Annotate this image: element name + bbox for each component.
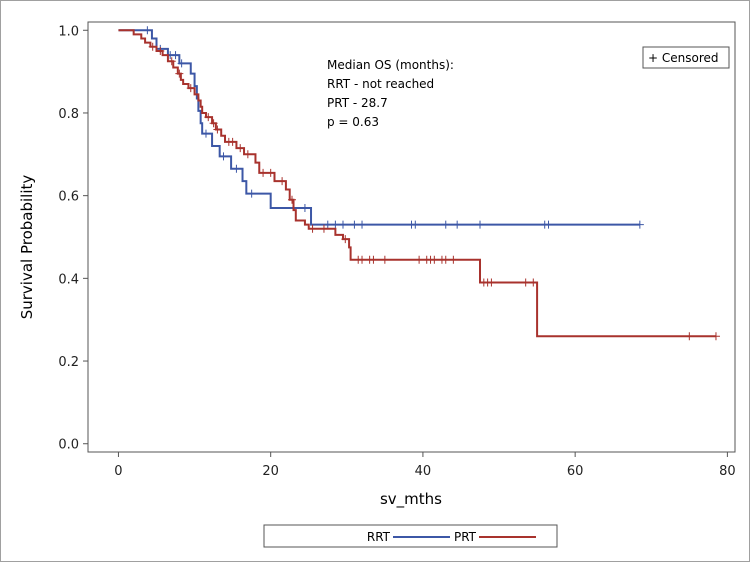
censor-mark-prt: [175, 69, 184, 78]
censor-mark-rrt: [232, 164, 241, 173]
annotation-line-2: RRT - not reached: [327, 77, 434, 91]
censor-mark-prt: [243, 150, 252, 159]
x-tick-label: 40: [415, 464, 432, 479]
x-tick-label: 20: [262, 464, 279, 479]
censor-mark-rrt: [177, 59, 186, 68]
y-tick-label: 0.2: [58, 355, 79, 370]
annotation-line-1: Median OS (months):: [327, 58, 454, 72]
censor-mark-rrt: [476, 220, 485, 229]
censor-mark-rrt: [143, 26, 152, 35]
axes-layer: 0 20 40 60 80 0.0 0.2 0.4 0.6 0.8 1.0: [58, 24, 735, 479]
censor-mark-rrt: [300, 204, 309, 213]
censor-mark-rrt: [338, 220, 347, 229]
censor-mark-rrt: [441, 220, 450, 229]
legend-label-prt: PRT: [454, 530, 477, 544]
censor-mark-prt: [167, 57, 176, 66]
censor-mark-prt: [186, 84, 195, 93]
annotation-line-4: p = 0.63: [327, 115, 379, 129]
censor-mark-rrt: [350, 220, 359, 229]
censor-mark-prt: [449, 255, 458, 264]
y-axis-title: Survival Probability: [18, 175, 36, 320]
series-layer: [118, 26, 720, 341]
censor-mark-rrt: [219, 152, 228, 161]
censor-mark-rrt: [201, 129, 210, 138]
censor-mark-prt: [266, 168, 275, 177]
annotation-line-3: PRT - 28.7: [327, 96, 388, 110]
censor-mark-prt: [487, 278, 496, 287]
y-tick-label: 1.0: [58, 24, 79, 39]
y-tick-label: 0.4: [58, 272, 79, 287]
censor-mark-rrt: [635, 220, 644, 229]
censor-mark-rrt: [544, 220, 553, 229]
x-tick-label: 80: [719, 464, 736, 479]
x-axis-title: sv_mths: [380, 490, 442, 509]
censor-mark-prt: [380, 255, 389, 264]
censor-mark-prt: [341, 235, 350, 244]
censor-mark-rrt: [247, 189, 256, 198]
censor-mark-prt: [308, 224, 317, 233]
censor-mark-prt: [358, 255, 367, 264]
censor-mark-prt: [259, 168, 268, 177]
censor-mark-prt: [319, 224, 328, 233]
x-tick-label: 60: [567, 464, 584, 479]
censor-mark-rrt: [411, 220, 420, 229]
censor-mark-rrt: [171, 51, 180, 60]
censor-mark-prt: [278, 177, 287, 186]
x-tick-label: 0: [114, 464, 122, 479]
censor-mark-prt: [228, 137, 237, 146]
censor-mark-rrt: [453, 220, 462, 229]
censor-mark-prt: [213, 125, 222, 134]
censor-mark-prt: [441, 255, 450, 264]
censor-mark-rrt: [358, 220, 367, 229]
censor-mark-prt: [236, 144, 245, 153]
censor-mark-prt: [148, 42, 157, 51]
series-legend: RRT PRT: [263, 524, 558, 548]
censor-mark-rrt: [323, 220, 332, 229]
censor-mark-prt: [156, 46, 165, 55]
y-tick-label: 0.6: [58, 190, 79, 205]
series-line-rrt: [118, 29, 640, 226]
censor-mark-prt: [430, 255, 439, 264]
censor-mark-rrt: [331, 220, 340, 229]
censor-mark-prt: [529, 278, 538, 287]
censored-legend-label: + Censored: [648, 51, 719, 65]
censored-legend: + Censored: [642, 46, 730, 69]
censor-mark-prt: [415, 255, 424, 264]
censor-mark-prt: [204, 113, 213, 122]
censor-mark-prt: [711, 332, 720, 341]
y-tick-label: 0.0: [58, 438, 79, 453]
censor-mark-prt: [369, 255, 378, 264]
censor-mark-prt: [209, 119, 218, 128]
censored-legend-box: [642, 46, 730, 69]
censor-mark-prt: [287, 195, 296, 204]
annotation-block: Median OS (months): RRT - not reached PR…: [327, 58, 454, 129]
censor-mark-prt: [685, 332, 694, 341]
censor-mark-prt: [521, 278, 530, 287]
legend-label-rrt: RRT: [367, 530, 391, 544]
y-tick-label: 0.8: [58, 107, 79, 122]
